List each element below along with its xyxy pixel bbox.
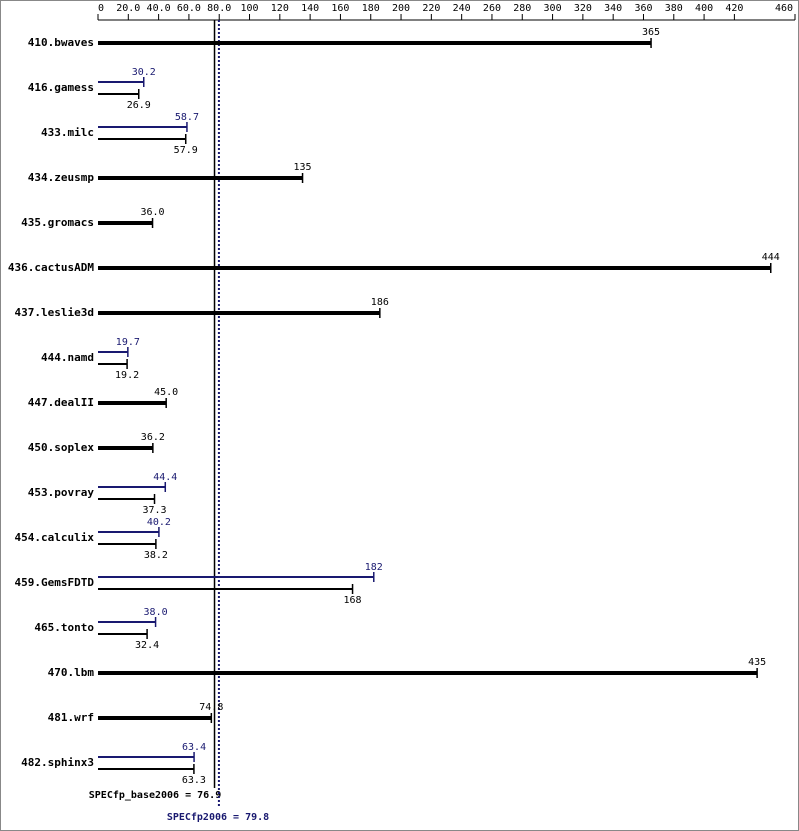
x-tick-label: 260 <box>483 3 501 14</box>
x-tick-label: 160 <box>331 3 349 14</box>
bar <box>98 768 194 770</box>
value-label: 36.2 <box>141 432 165 443</box>
category-label: 481.wrf <box>48 711 94 724</box>
x-tick-label: 340 <box>604 3 622 14</box>
x-tick-label: 120 <box>271 3 289 14</box>
value-label: 63.3 <box>182 775 206 786</box>
bar <box>98 176 303 180</box>
x-tick-label: 220 <box>422 3 440 14</box>
category-label: 433.milc <box>41 126 94 139</box>
value-label: 19.2 <box>115 370 139 381</box>
bar <box>98 363 128 365</box>
value-label: 36.0 <box>141 207 165 218</box>
bar <box>98 498 155 500</box>
value-label: 37.3 <box>142 505 166 516</box>
category-label: 437.leslie3d <box>15 306 94 319</box>
category-label: 454.calculix <box>15 531 95 544</box>
bar <box>98 81 144 83</box>
category-label: 482.sphinx3 <box>21 756 94 769</box>
category-label: 436.cactusADM <box>8 261 94 274</box>
bar <box>98 576 374 578</box>
value-label: 365 <box>642 27 660 38</box>
x-tick-label: 280 <box>513 3 531 14</box>
x-tick-label: 360 <box>634 3 652 14</box>
value-label: 45.0 <box>154 387 178 398</box>
value-label: 182 <box>365 562 383 573</box>
bar <box>98 621 156 623</box>
bar <box>98 543 156 545</box>
x-tick-label: 80.0 <box>207 3 231 14</box>
category-label: 410.bwaves <box>28 36 94 49</box>
value-label: 186 <box>371 297 389 308</box>
value-label: 74.8 <box>199 702 223 713</box>
category-label: 465.tonto <box>34 621 94 634</box>
bar <box>98 266 771 270</box>
bar <box>98 41 652 45</box>
bar <box>98 531 159 533</box>
value-label: 32.4 <box>135 640 159 651</box>
bar <box>98 633 148 635</box>
value-label: 30.2 <box>132 67 156 78</box>
category-label: 444.namd <box>41 351 94 364</box>
x-tick-label: 320 <box>574 3 592 14</box>
x-tick-label: 460 <box>775 3 793 14</box>
bar <box>98 588 353 590</box>
bar <box>98 138 186 140</box>
bar <box>98 401 167 405</box>
value-label: 135 <box>294 162 312 173</box>
bar <box>98 446 153 450</box>
value-label: 168 <box>344 595 362 606</box>
value-label: 38.2 <box>144 550 168 561</box>
category-label: 416.gamess <box>28 81 94 94</box>
bar <box>98 93 139 95</box>
x-tick-label: 60.0 <box>177 3 201 14</box>
x-tick-label: 0 <box>98 3 104 14</box>
category-label: 459.GemsFDTD <box>15 576 95 589</box>
x-tick-label: 400 <box>695 3 713 14</box>
value-label: 57.9 <box>174 145 198 156</box>
value-label: 435 <box>748 657 766 668</box>
value-label: 44.4 <box>153 472 177 483</box>
bar <box>98 671 758 675</box>
x-tick-label: 180 <box>362 3 380 14</box>
x-tick-label: 100 <box>240 3 258 14</box>
x-tick-label: 300 <box>544 3 562 14</box>
bar <box>98 351 128 353</box>
x-tick-label: 420 <box>725 3 743 14</box>
bar <box>98 486 166 488</box>
bar <box>98 716 212 720</box>
x-tick-label: 140 <box>301 3 319 14</box>
reference-label: SPECfp2006 = 79.8 <box>167 812 269 823</box>
value-label: 19.7 <box>116 337 140 348</box>
x-tick-label: 20.0 <box>116 3 140 14</box>
value-label: 444 <box>762 252 780 263</box>
value-label: 38.0 <box>144 607 168 618</box>
x-tick-label: 200 <box>392 3 410 14</box>
reference-label: SPECfp_base2006 = 76.9 <box>89 790 221 801</box>
value-label: 58.7 <box>175 112 199 123</box>
value-label: 40.2 <box>147 517 171 528</box>
x-tick-label: 40.0 <box>147 3 171 14</box>
bar <box>98 126 187 128</box>
category-label: 447.dealII <box>28 396 94 409</box>
x-tick-label: 380 <box>665 3 683 14</box>
bar <box>98 221 153 225</box>
category-label: 434.zeusmp <box>28 171 95 184</box>
value-label: 63.4 <box>182 742 206 753</box>
category-label: 450.soplex <box>28 441 95 454</box>
category-label: 435.gromacs <box>21 216 94 229</box>
bar <box>98 311 380 315</box>
value-label: 26.9 <box>127 100 151 111</box>
category-label: 453.povray <box>28 486 95 499</box>
x-tick-label: 240 <box>453 3 471 14</box>
category-label: 470.lbm <box>48 666 95 679</box>
bar <box>98 756 195 758</box>
